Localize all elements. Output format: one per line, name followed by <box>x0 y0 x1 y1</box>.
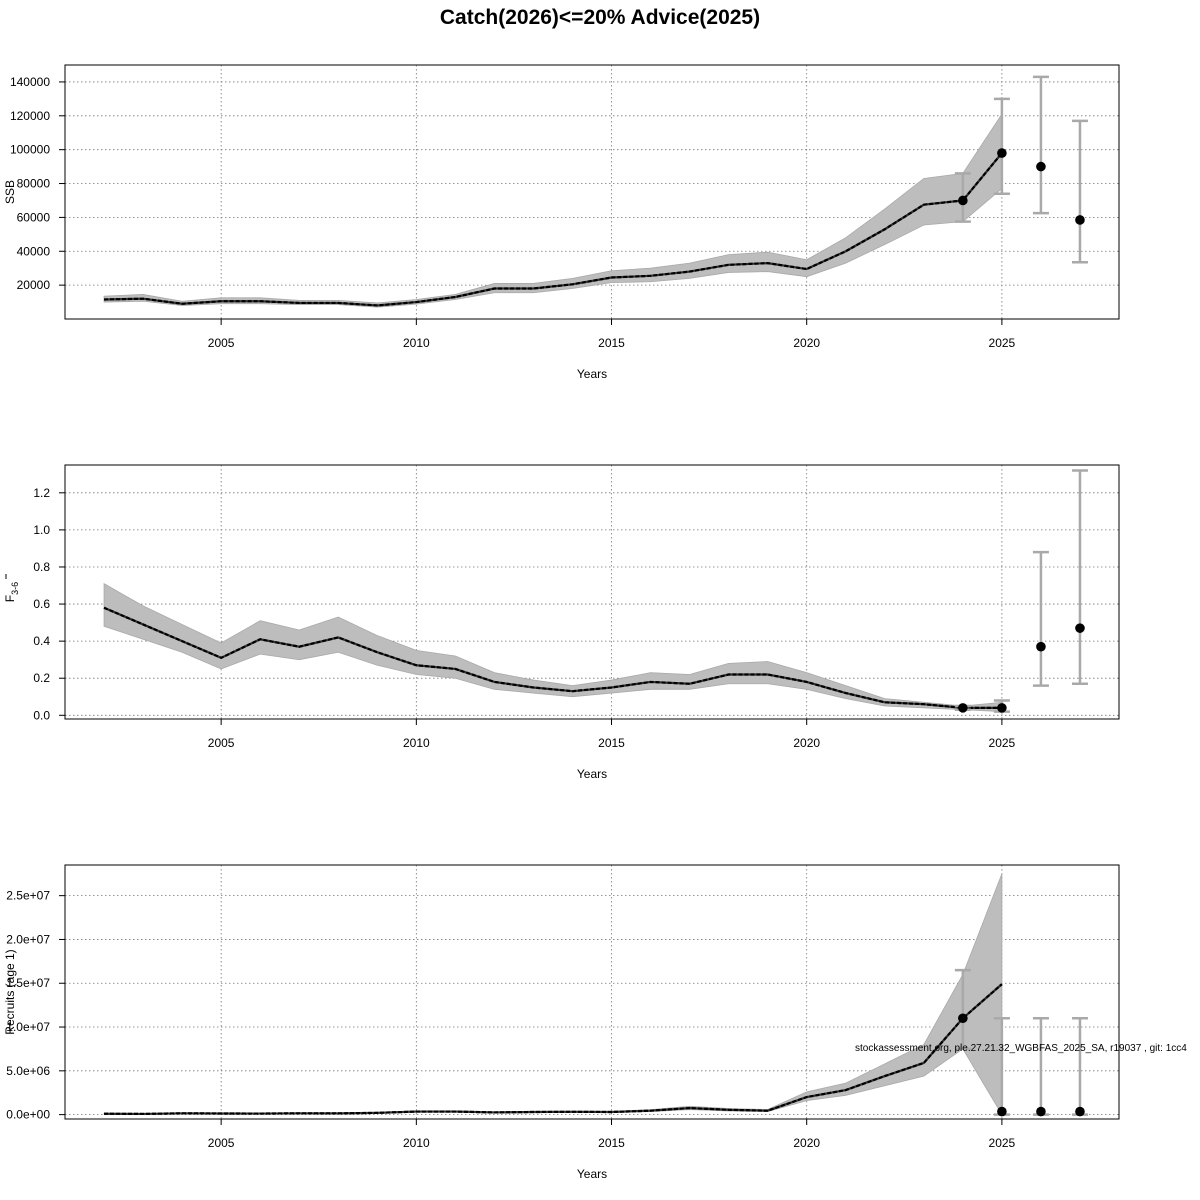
x-tick-label: 2010 <box>403 336 430 350</box>
footnote: stockassessment.org, ple.27.21.32_WGBFAS… <box>855 1043 1187 1054</box>
y-axis-title-subscript: 3-6 <box>10 582 20 595</box>
y-tick-label: 60000 <box>17 210 51 224</box>
x-axis-title: Years <box>577 367 607 381</box>
x-tick-label: 2020 <box>793 1136 820 1150</box>
data-point <box>997 148 1007 158</box>
data-point <box>1075 623 1085 633</box>
estimate-line-dashed <box>103 606 1002 709</box>
y-tick-label: 140000 <box>10 75 50 89</box>
data-point <box>958 195 968 206</box>
x-tick-label: 2025 <box>989 736 1016 750</box>
x-tick-label: 2015 <box>598 736 625 750</box>
estimate-line-dashed <box>104 983 1003 1116</box>
chart-title: Catch(2026)<=20% Advice(2025) <box>440 6 760 29</box>
error-bar <box>954 968 971 1051</box>
y-tick-label: 20000 <box>17 278 51 292</box>
x-tick-label: 2010 <box>403 1136 430 1150</box>
y-tick-label: 80000 <box>17 177 51 191</box>
x-tick-label: 2005 <box>208 336 235 350</box>
panel-2: 2005 2010 2015 2020 2025 0.0 0.2 0.4 0.6 0.8 1.0 1.… <box>3 464 1120 781</box>
y-axis-title: Recruits (age 1) <box>3 949 17 1034</box>
data-point <box>958 1013 968 1024</box>
plot-frame <box>64 64 1120 320</box>
y-tick-label: 2.5e+07 <box>6 889 50 903</box>
y-axis-title-main: F <box>3 595 17 602</box>
error-bar <box>1032 75 1049 215</box>
data-point <box>1036 161 1046 172</box>
x-axis-title: Years <box>577 1167 607 1181</box>
x-axis-title: Years <box>577 767 607 781</box>
data-point <box>1075 1106 1085 1117</box>
x-tick-label: 2020 <box>793 736 820 750</box>
data-point <box>958 703 968 713</box>
y-axis-title: SSB <box>3 180 17 204</box>
error-bar <box>993 97 1010 195</box>
y-tick-label: 1.2 <box>33 486 50 500</box>
x-tick-label: 2005 <box>208 1136 235 1150</box>
y-tick-label: 1.0 <box>33 523 50 537</box>
panel-3: 2005 2010 2015 2020 2025 0.0e+00 5.0e+06 1.0e+0… <box>3 864 1120 1181</box>
error-bar <box>1071 119 1088 264</box>
y-tick-label: 0.4 <box>33 634 50 648</box>
error-bar <box>1071 469 1088 686</box>
data-point <box>997 703 1007 713</box>
y-tick-label: 0.0e+00 <box>6 1108 50 1122</box>
y-tick-label: 120000 <box>10 109 50 123</box>
plot-frame <box>64 864 1120 1120</box>
y-tick-label: 100000 <box>10 143 50 157</box>
panel-1: 2005 2010 2015 2020 2025 20000 40000 60000 80000… <box>3 64 1120 381</box>
x-tick-label: 2020 <box>793 336 820 350</box>
y-tick-label: 0.2 <box>33 671 50 685</box>
x-tick-label: 2015 <box>598 1136 625 1150</box>
data-point <box>1036 1106 1046 1117</box>
plot-frame <box>64 464 1120 720</box>
data-point <box>1036 641 1046 652</box>
y-tick-label: 0.8 <box>33 560 50 574</box>
y-tick-label: 40000 <box>17 244 51 258</box>
y-tick-label: 0.6 <box>33 597 50 611</box>
y-tick-label: 2.0e+07 <box>6 932 50 946</box>
x-tick-label: 2025 <box>989 336 1016 350</box>
y-tick-label: 1.0e+07 <box>6 1020 50 1034</box>
estimate-line-dashed <box>104 152 1003 307</box>
panels: 2005 2010 2015 2020 2025 20000 40000 60000 80000… <box>3 64 1120 1181</box>
x-tick-label: 2025 <box>989 1136 1016 1150</box>
error-bar <box>1032 550 1049 687</box>
data-point <box>997 1106 1007 1117</box>
y-tick-label: 5.0e+06 <box>6 1064 50 1078</box>
y-tick-label: 1.5e+07 <box>6 976 50 990</box>
data-point <box>1075 215 1085 225</box>
y-tick-label: 0.0 <box>33 708 50 722</box>
x-tick-label: 2005 <box>208 736 235 750</box>
x-tick-label: 2010 <box>403 736 430 750</box>
y-axis-title: F3-6 <box>3 582 20 602</box>
x-tick-label: 2015 <box>598 336 625 350</box>
